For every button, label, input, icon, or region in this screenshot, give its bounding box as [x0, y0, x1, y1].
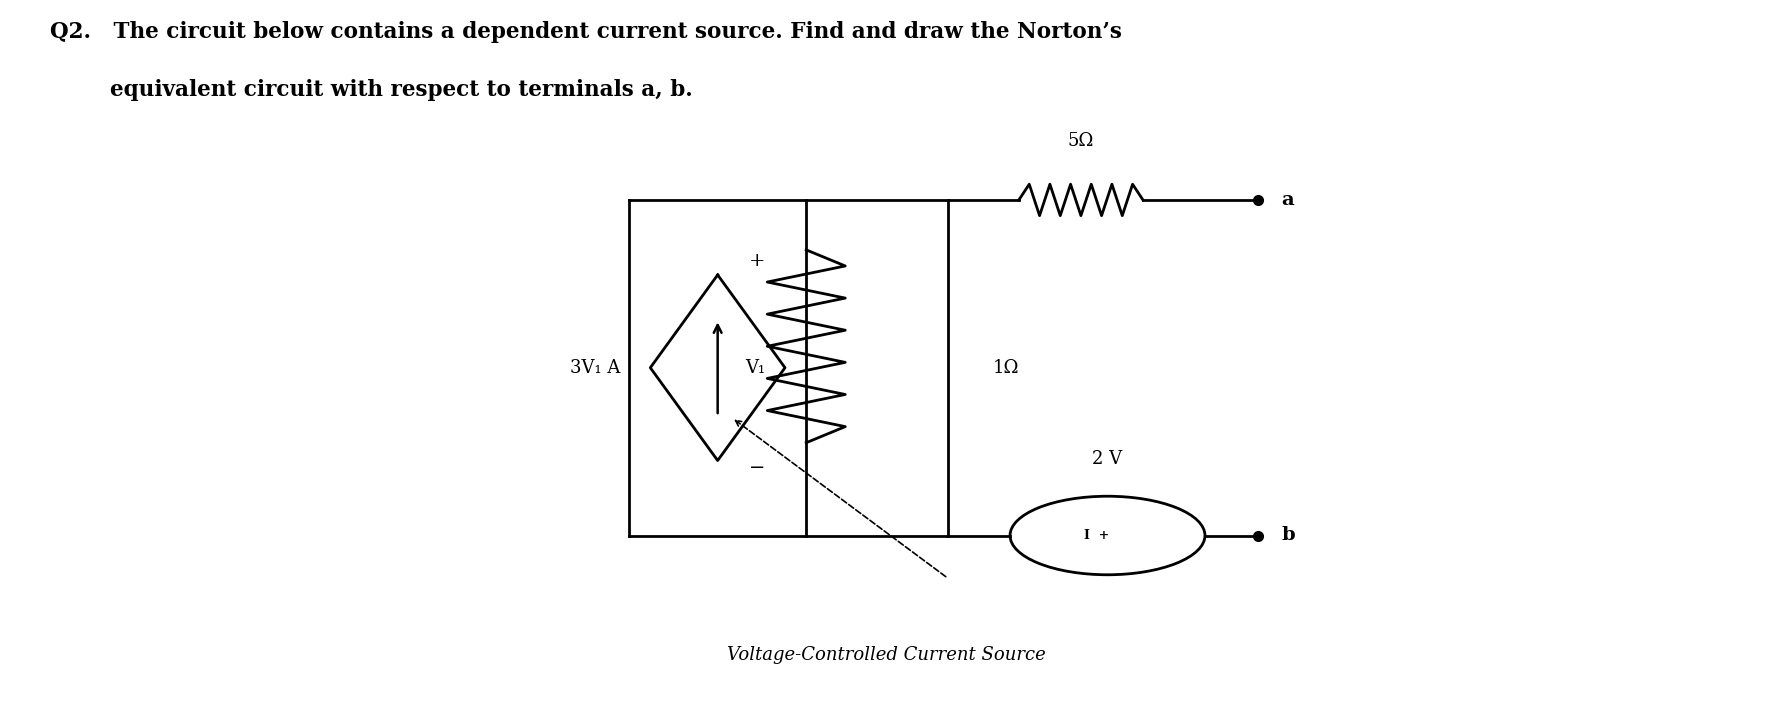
Text: a: a: [1281, 191, 1294, 209]
Text: V₁: V₁: [746, 358, 766, 377]
Text: equivalent circuit with respect to terminals a, b.: equivalent circuit with respect to termi…: [50, 79, 693, 101]
Text: I  +: I +: [1084, 529, 1109, 542]
Text: 3V₁ A: 3V₁ A: [571, 358, 620, 377]
Text: 2 V: 2 V: [1092, 450, 1123, 468]
Text: b: b: [1281, 526, 1295, 545]
Text: 5Ω: 5Ω: [1069, 132, 1093, 150]
Text: +: +: [750, 251, 766, 270]
Text: 1Ω: 1Ω: [992, 358, 1019, 377]
Text: Q2.   The circuit below contains a dependent current source. Find and draw the N: Q2. The circuit below contains a depende…: [50, 21, 1122, 44]
Text: Voltage-Controlled Current Source: Voltage-Controlled Current Source: [727, 646, 1045, 664]
Text: −: −: [750, 458, 766, 477]
